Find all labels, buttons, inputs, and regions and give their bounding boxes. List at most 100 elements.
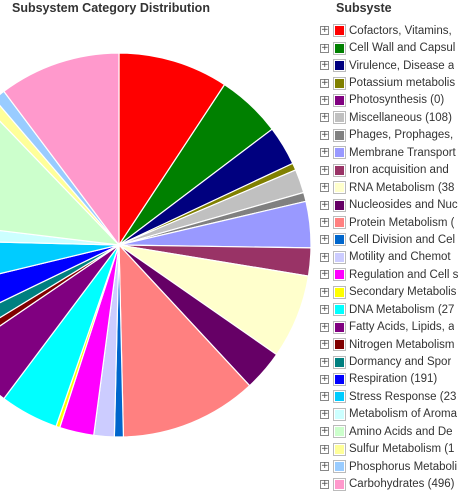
legend-swatch [333, 216, 346, 230]
legend-item[interactable]: + Motility and Chemot [320, 249, 474, 266]
legend-swatch [333, 93, 346, 107]
legend-label: Photosynthesis (0) [349, 94, 445, 107]
pie-slice[interactable] [0, 244, 120, 329]
legend-item[interactable]: + Virulence, Disease a [320, 57, 474, 74]
expand-icon[interactable]: + [320, 339, 329, 350]
expand-icon[interactable]: + [320, 443, 329, 454]
legend-item[interactable]: + Respiration (191) [320, 371, 474, 388]
legend-label: Carbohydrates (496) [349, 478, 455, 491]
legend-item[interactable]: + Fatty Acids, Lipids, a [320, 318, 474, 335]
legend-label: RNA Metabolism (38 [349, 181, 455, 194]
expand-icon[interactable]: + [320, 373, 329, 384]
legend-label: Membrane Transport [349, 146, 456, 159]
expand-icon[interactable]: + [320, 234, 329, 245]
pie-chart [0, 52, 312, 438]
expand-icon[interactable]: + [320, 129, 329, 140]
expand-icon[interactable]: + [320, 42, 329, 53]
pie-slice[interactable] [0, 240, 120, 290]
legend-label: Cell Division and Cel [349, 233, 456, 246]
legend-label: Motility and Chemot [349, 251, 451, 264]
expand-icon[interactable]: + [320, 112, 329, 123]
legend-swatch [333, 146, 346, 160]
expand-icon[interactable]: + [320, 94, 329, 105]
expand-icon[interactable]: + [320, 269, 329, 280]
legend-swatch [333, 24, 346, 38]
legend-swatch [333, 407, 346, 421]
expand-icon[interactable]: + [320, 147, 329, 158]
legend-item[interactable]: + Cell Wall and Capsul [320, 39, 474, 56]
legend-label: Stress Response (23 [349, 390, 457, 403]
legend-swatch [333, 425, 346, 439]
legend-item[interactable]: + DNA Metabolism (27 [320, 301, 474, 318]
legend-swatch [333, 76, 346, 90]
legend-item[interactable]: + Metabolism of Aroma [320, 406, 474, 423]
expand-icon[interactable]: + [320, 251, 329, 262]
legend-item[interactable]: + Phosphorus Metaboli [320, 458, 474, 475]
expand-icon[interactable]: + [320, 321, 329, 332]
legend-item[interactable]: + Nucleosides and Nuc [320, 196, 474, 213]
legend-item[interactable]: + Iron acquisition and [320, 162, 474, 179]
legend-label: Cell Wall and Capsul [349, 42, 456, 55]
pie-slice[interactable] [0, 244, 120, 345]
legend-item[interactable]: + Carbohydrates (496) [320, 475, 474, 492]
legend-swatch [333, 320, 346, 334]
legend-item[interactable]: + Amino Acids and De [320, 423, 474, 440]
legend-item[interactable]: + Miscellaneous (108) [320, 109, 474, 126]
legend-item[interactable]: + Secondary Metabolis [320, 284, 474, 301]
legend-swatch [333, 111, 346, 125]
legend-swatch [333, 338, 346, 352]
expand-icon[interactable]: + [320, 60, 329, 71]
legend-item[interactable]: + Cell Division and Cel [320, 231, 474, 248]
legend-item[interactable]: + Regulation and Cell s [320, 266, 474, 283]
expand-icon[interactable]: + [320, 164, 329, 175]
legend-item[interactable]: + Nitrogen Metabolism [320, 336, 474, 353]
legend-label: Fatty Acids, Lipids, a [349, 321, 455, 334]
legend-swatch [333, 181, 346, 195]
expand-icon[interactable]: + [320, 77, 329, 88]
pie-slice[interactable] [0, 244, 120, 400]
pie-slice[interactable] [3, 52, 120, 247]
expand-icon[interactable]: + [320, 356, 329, 367]
legend-item[interactable]: + Stress Response (23 [320, 388, 474, 405]
legend-item[interactable]: + Cofactors, Vitamins, [320, 22, 474, 39]
legend-item[interactable]: + Membrane Transport [320, 144, 474, 161]
expand-icon[interactable]: + [320, 199, 329, 210]
legend-item[interactable]: + Dormancy and Spor [320, 353, 474, 370]
legend-swatch [333, 442, 346, 456]
legend-label: Secondary Metabolis [349, 286, 457, 299]
legend-item[interactable]: + RNA Metabolism (38 [320, 179, 474, 196]
legend-item[interactable]: + Sulfur Metabolism (1 [320, 441, 474, 458]
legend-item[interactable]: + Protein Metabolism ( [320, 214, 474, 231]
pie-slice[interactable] [118, 52, 226, 248]
expand-icon[interactable]: + [320, 478, 329, 489]
pie-slice[interactable] [0, 244, 120, 353]
legend-swatch [333, 390, 346, 404]
legend: + Cofactors, Vitamins, + Cell Wall and Caps… [320, 22, 474, 493]
expand-icon[interactable]: + [320, 304, 329, 315]
legend-swatch [333, 198, 346, 212]
legend-item[interactable]: + Potassium metabolis [320, 74, 474, 91]
legend-title: Subsyste [336, 1, 392, 15]
legend-label: Cofactors, Vitamins, [349, 24, 452, 37]
legend-swatch [333, 355, 346, 369]
expand-icon[interactable]: + [320, 426, 329, 437]
expand-icon[interactable]: + [320, 182, 329, 193]
legend-swatch [333, 268, 346, 282]
expand-icon[interactable]: + [320, 461, 329, 472]
legend-label: Respiration (191) [349, 373, 438, 386]
chart-title: Subsystem Category Distribution [12, 1, 210, 15]
expand-icon[interactable]: + [320, 408, 329, 419]
legend-swatch [333, 285, 346, 299]
legend-label: Phosphorus Metaboli [349, 460, 458, 473]
legend-label: Metabolism of Aroma [349, 408, 458, 421]
expand-icon[interactable]: + [320, 391, 329, 402]
legend-item[interactable]: + Phages, Prophages, [320, 127, 474, 144]
expand-icon[interactable]: + [320, 286, 329, 297]
legend-item[interactable]: + Photosynthesis (0) [320, 92, 474, 109]
pie-slice[interactable] [118, 243, 251, 438]
expand-icon[interactable]: + [320, 25, 329, 36]
legend-swatch [333, 59, 346, 73]
expand-icon[interactable]: + [320, 217, 329, 228]
legend-label: Nitrogen Metabolism [349, 338, 455, 351]
legend-swatch [333, 41, 346, 55]
